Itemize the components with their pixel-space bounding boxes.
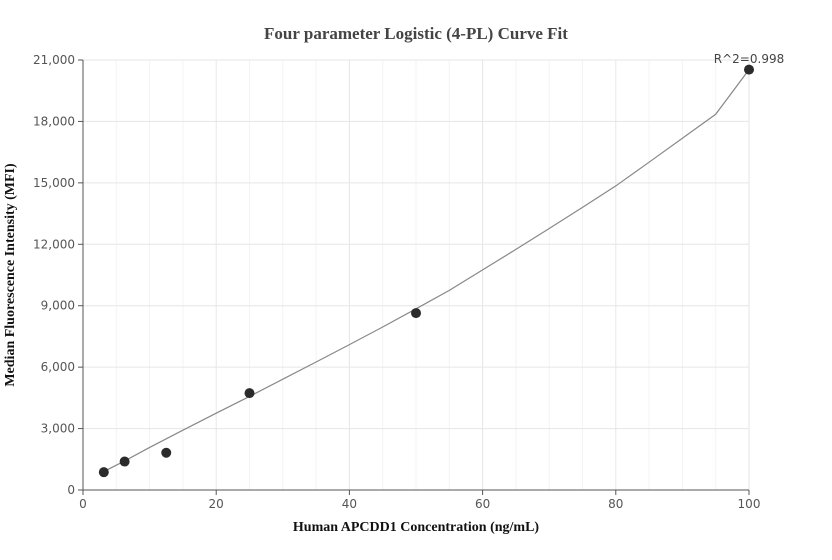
data-point — [244, 388, 255, 399]
grid — [83, 59, 750, 490]
x-tick-label: 20 — [209, 497, 224, 511]
y-axis-title: Median Fluorescence Intensity (MFI) — [3, 163, 18, 387]
y-tick-label: 21,000 — [33, 53, 75, 67]
data-point — [98, 467, 109, 478]
y-tick-label: 9,000 — [41, 299, 75, 313]
data-point — [119, 456, 130, 467]
tick-labels: 0 3,000 6,000 9,000 12,000 15,000 18,000 21,000… — [33, 53, 760, 511]
x-tick-label: 80 — [608, 497, 623, 511]
x-tick-label: 40 — [342, 497, 357, 511]
data-point — [744, 64, 754, 75]
r-squared-annotation: R^2=0.998 — [714, 52, 784, 66]
data-point — [161, 447, 172, 458]
fit-curve — [103, 69, 750, 473]
axes — [78, 59, 750, 495]
x-axis-title: Human APCDD1 Concentration (ng/mL) — [293, 520, 540, 535]
y-tick-label: 3,000 — [41, 422, 75, 436]
x-tick-label: 100 — [738, 497, 761, 511]
series-layer — [98, 64, 754, 478]
y-tick-label: 15,000 — [33, 176, 75, 190]
data-point — [411, 308, 421, 319]
x-tick-label: 0 — [79, 497, 87, 511]
y-tick-label: 12,000 — [33, 237, 75, 251]
y-tick-label: 6,000 — [41, 360, 75, 374]
y-tick-label: 0 — [67, 483, 75, 497]
y-tick-label: 18,000 — [33, 114, 75, 128]
x-tick-label: 60 — [475, 497, 490, 511]
chart-title: Four parameter Logistic (4-PL) Curve Fit — [264, 24, 568, 43]
